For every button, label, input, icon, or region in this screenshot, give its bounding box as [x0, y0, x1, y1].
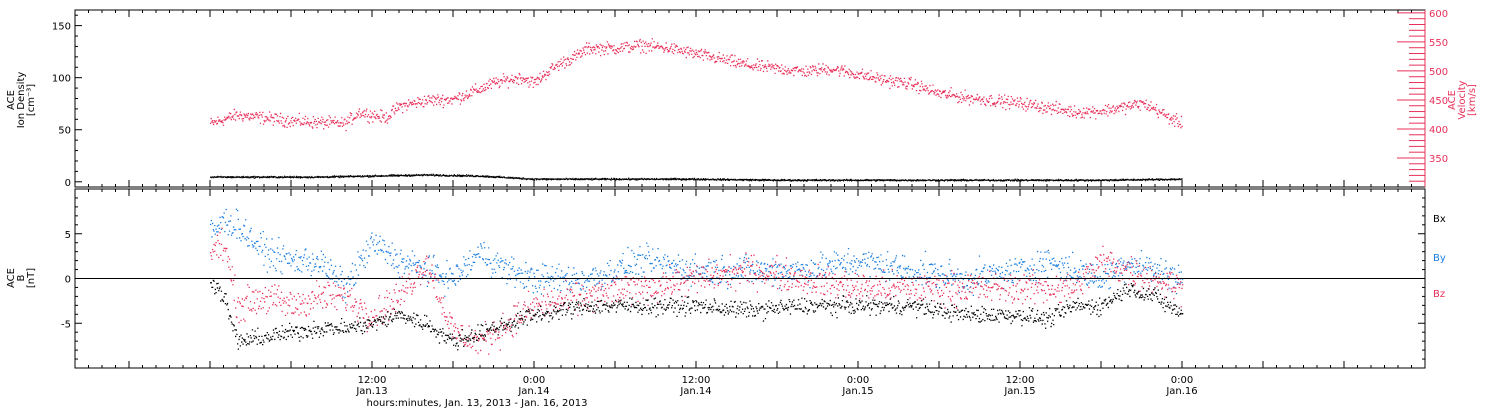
density-tick-label: 50 — [58, 126, 71, 137]
b-axis-title: B — [16, 274, 27, 281]
velocity-tick-label: 550 — [1429, 38, 1448, 49]
velocity-tick-label: 500 — [1429, 67, 1448, 78]
velocity-tick-label: 350 — [1429, 154, 1448, 165]
by-series-points — [210, 208, 1184, 304]
velocity-axis-title: Velocity — [1457, 80, 1468, 119]
bz-series-points — [210, 227, 1184, 355]
velocity-tick-label: 400 — [1429, 125, 1448, 136]
density-tick-label: 150 — [52, 22, 71, 33]
legend-entry-by: By — [1433, 253, 1446, 264]
density-axis-title: Ion Density — [16, 72, 27, 129]
density-axis-title: [cm⁻³] — [26, 84, 37, 116]
x-tick-label-date: Jan.14 — [679, 386, 711, 397]
velocity-tick-label: 600 — [1429, 9, 1448, 20]
axis-ticks — [74, 10, 1426, 368]
velocity-axis-title: ACE — [1447, 90, 1458, 110]
density-series — [210, 173, 1183, 182]
b-axis-title: [nT] — [26, 268, 37, 288]
x-tick-label-date: Jan.15 — [841, 386, 873, 397]
velocity-tick-label: 450 — [1429, 96, 1448, 107]
density-axis-title: ACE — [6, 90, 17, 110]
x-tick-label-date: Jan.13 — [355, 386, 387, 397]
velocity-series-points — [210, 38, 1183, 132]
x-tick-label-date: Jan.16 — [1165, 386, 1197, 397]
bx-series — [210, 279, 1184, 351]
axis-labels: 12:00Jan.130:00Jan.1412:00Jan.140:00Jan.… — [6, 9, 1478, 409]
b-tick-label: -5 — [61, 319, 71, 330]
x-tick-label-time: 0:00 — [1171, 375, 1193, 386]
x-tick-label-time: 12:00 — [682, 375, 711, 386]
x-tick-label-date: Jan.15 — [1003, 386, 1035, 397]
velocity-series — [210, 38, 1183, 132]
plasma-panel-frame — [74, 9, 1426, 188]
b-axis-title: ACE — [6, 268, 17, 288]
x-tick-label-time: 12:00 — [358, 375, 387, 386]
by-series — [210, 208, 1184, 304]
density-series-points — [210, 173, 1183, 182]
legend-entry-bz: Bz — [1433, 289, 1445, 300]
bx-series-points — [210, 279, 1184, 351]
x-axis-label: hours:minutes, Jan. 13, 2013 - Jan. 16, … — [367, 398, 588, 409]
x-tick-label-time: 12:00 — [1006, 375, 1035, 386]
velocity-axis-title: [km/s] — [1467, 84, 1478, 116]
legend-entry-bx: Bx — [1433, 214, 1446, 225]
density-tick-label: 0 — [65, 178, 71, 189]
b-tick-label: 0 — [65, 275, 71, 286]
x-tick-label-time: 0:00 — [523, 375, 545, 386]
bz-series — [210, 227, 1184, 355]
x-tick-label-time: 0:00 — [847, 375, 869, 386]
data-marks — [210, 38, 1184, 355]
density-tick-label: 100 — [52, 74, 71, 85]
x-tick-label-date: Jan.14 — [517, 386, 549, 397]
b-tick-label: 5 — [65, 230, 71, 241]
